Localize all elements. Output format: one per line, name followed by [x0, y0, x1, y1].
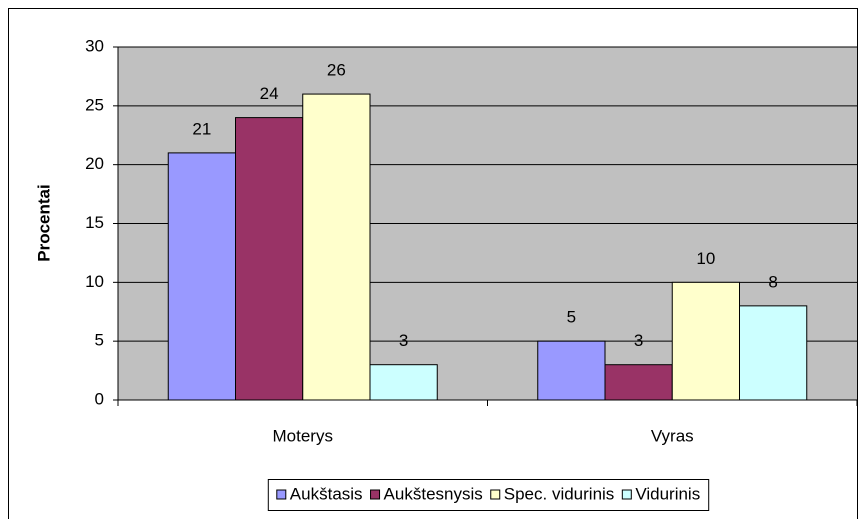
bar: [671, 281, 740, 401]
data-label: 10: [696, 249, 715, 268]
bar: [302, 93, 371, 401]
x-tick-label: Moterys: [273, 426, 333, 445]
legend-swatch: [370, 489, 381, 500]
data-label: 21: [192, 119, 211, 138]
bar: [604, 364, 673, 401]
legend-label: Aukštasis: [290, 484, 363, 503]
y-tick-label: 30: [85, 36, 104, 55]
legend-label: Aukštesnysis: [384, 484, 483, 503]
bar: [167, 152, 237, 401]
legend-label: Vidurinis: [635, 484, 700, 503]
bar: [235, 117, 304, 401]
legend-swatch: [490, 489, 501, 500]
y-tick-label: 25: [85, 95, 104, 114]
y-tick-label: 5: [95, 331, 104, 350]
bar: [537, 340, 606, 401]
y-axis-label: Procentai: [34, 184, 53, 261]
data-label: 5: [567, 308, 576, 327]
bar: [369, 364, 438, 401]
data-label: 3: [634, 331, 643, 350]
bar: [738, 305, 808, 401]
y-tick-label: 20: [85, 154, 104, 173]
legend-swatch: [276, 489, 287, 500]
data-label: 8: [768, 272, 777, 291]
y-tick-label: 0: [95, 389, 104, 408]
data-label: 26: [327, 61, 346, 80]
data-label: 24: [260, 84, 279, 103]
y-tick-label: 15: [85, 213, 104, 232]
legend-swatch: [621, 489, 632, 500]
data-label: 3: [399, 331, 408, 350]
legend-label: Spec. vidurinis: [504, 484, 615, 503]
y-tick-label: 10: [85, 272, 104, 291]
x-tick-label: Vyras: [651, 426, 694, 445]
legend: [267, 479, 710, 511]
